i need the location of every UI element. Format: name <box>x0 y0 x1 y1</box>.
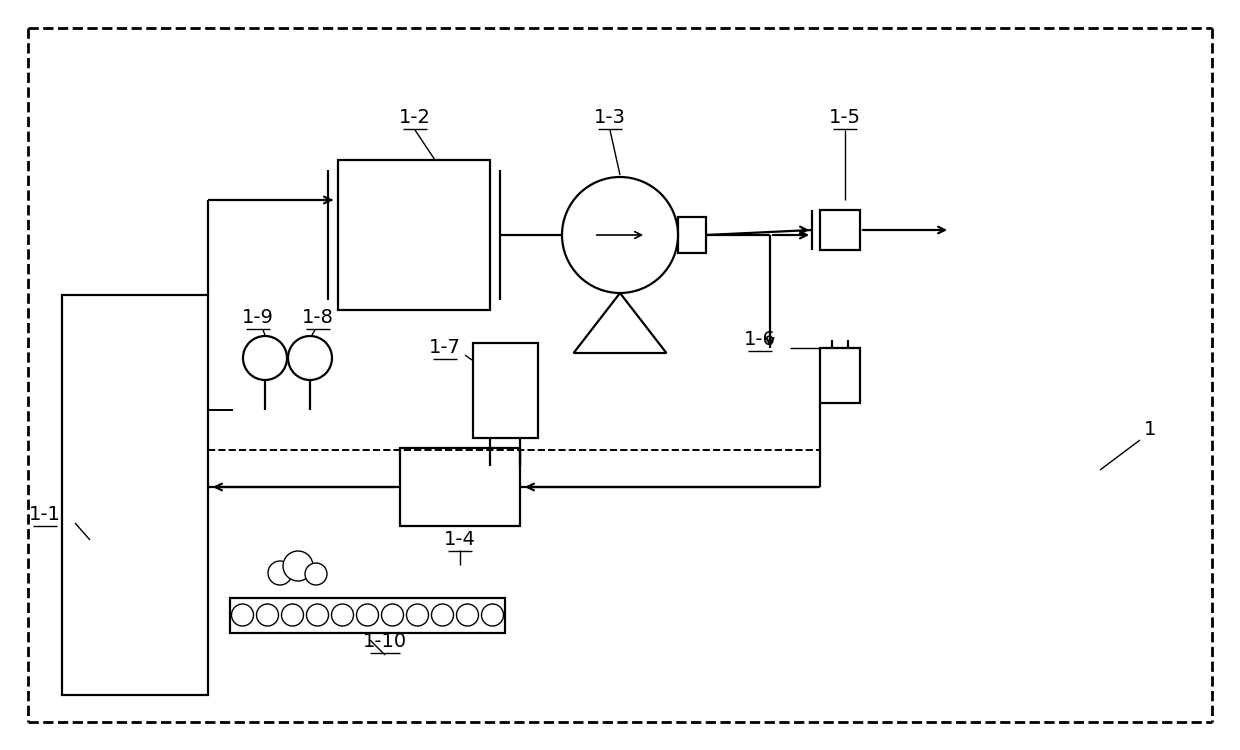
Circle shape <box>283 551 312 581</box>
Bar <box>62 295 208 695</box>
Text: 1: 1 <box>1143 420 1156 439</box>
Circle shape <box>481 604 503 626</box>
Bar <box>472 343 538 438</box>
Text: 1-1: 1-1 <box>29 505 61 524</box>
Circle shape <box>331 604 353 626</box>
Text: 1-7: 1-7 <box>429 338 461 357</box>
Bar <box>820 210 861 250</box>
Text: 1-4: 1-4 <box>444 530 476 549</box>
Circle shape <box>257 604 279 626</box>
Circle shape <box>281 604 304 626</box>
Bar <box>401 448 520 526</box>
Text: 1-10: 1-10 <box>363 632 407 651</box>
Circle shape <box>268 561 291 585</box>
Circle shape <box>562 177 678 293</box>
Circle shape <box>232 604 253 626</box>
Circle shape <box>432 604 454 626</box>
Circle shape <box>305 563 327 585</box>
Circle shape <box>243 336 286 380</box>
Text: 1-2: 1-2 <box>399 108 432 127</box>
Bar <box>339 160 490 310</box>
Circle shape <box>288 336 332 380</box>
Circle shape <box>456 604 479 626</box>
Circle shape <box>407 604 429 626</box>
Circle shape <box>306 604 329 626</box>
Bar <box>678 217 706 253</box>
Circle shape <box>382 604 403 626</box>
Text: 1-9: 1-9 <box>242 308 274 327</box>
Text: 1-8: 1-8 <box>303 308 334 327</box>
Text: 1-3: 1-3 <box>594 108 626 127</box>
Polygon shape <box>574 293 666 353</box>
Circle shape <box>357 604 378 626</box>
Text: 1-6: 1-6 <box>744 330 776 349</box>
Text: 1-5: 1-5 <box>830 108 861 127</box>
Bar <box>820 348 861 403</box>
Bar <box>229 598 505 633</box>
